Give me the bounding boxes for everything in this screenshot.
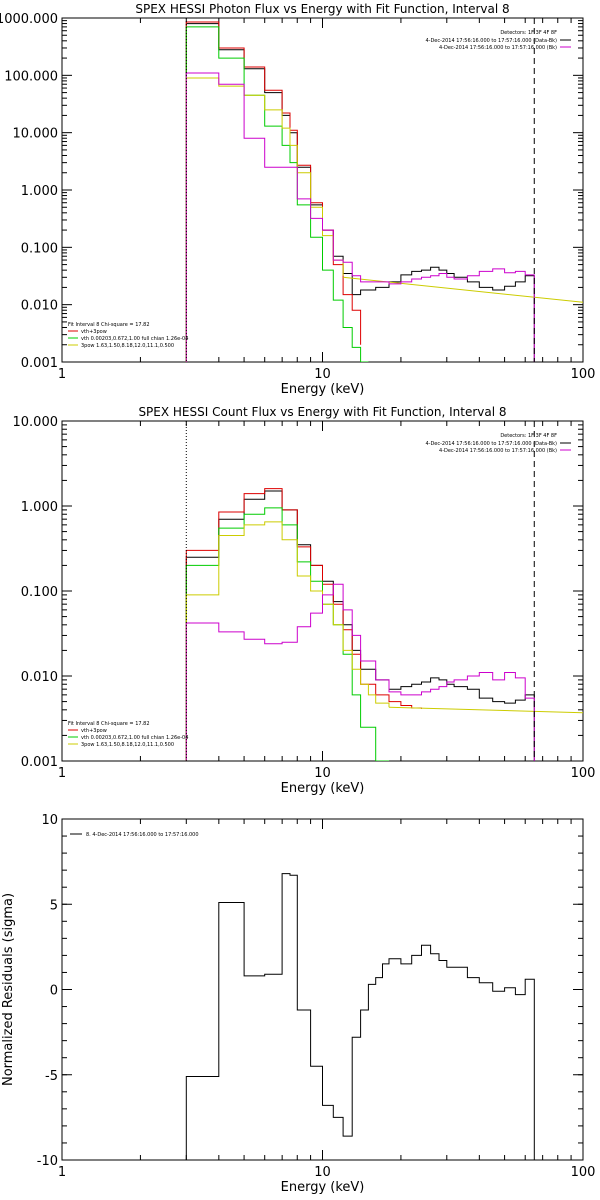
series-vth-line: [185, 26, 369, 362]
series-bk-line: [185, 72, 535, 362]
series-8-4-dec-2014-17-56-16-000-to-17-57-16-000-line: [185, 873, 535, 1160]
legend-entry-label: vth+3pow: [81, 728, 107, 734]
y-tick-label: 10: [41, 813, 58, 828]
y-tick-label: 0.001: [21, 755, 58, 770]
series-3pow-model-curve: [388, 706, 583, 714]
x-tick-label: 100: [571, 367, 596, 382]
y-tick-label: 100.000: [4, 69, 58, 84]
x-axis-label: Energy (keV): [281, 1180, 365, 1195]
y-tick-label: 0.100: [21, 241, 58, 256]
chart-panel-2: SPEX HESSI Count Flux vs Energy with Fit…: [13, 405, 596, 796]
axes-frame: [61, 17, 584, 363]
y-tick-label: 1.000: [21, 500, 58, 515]
y-tick-label: 5: [50, 898, 58, 913]
legend-entry-label: vth 0.00203,0.672,1.00 full chian 1.26e-…: [81, 336, 188, 342]
x-axis-label: Energy (keV): [281, 382, 365, 397]
chart-panel-3: 1 10 100 Energy (keV) -10 -5 0 5 10 Normalized Re…: [1, 813, 595, 1195]
plot-area: [185, 21, 583, 362]
legend-top-right: Detectors: 1F 3F 4F 8F 4-Dec-2014 17:56:1…: [425, 30, 571, 51]
y-tick-label: 1000.000: [0, 12, 58, 27]
legend-entry-label: 4-Dec-2014 17:56:16.000 to 17:57:16.000 …: [425, 441, 557, 447]
chart-title: SPEX HESSI Photon Flux vs Energy with Fi…: [135, 2, 509, 16]
legend-entry-label: 3pow 1.63,1.50,8.18,12.0,11.1,0.500: [81, 742, 174, 748]
y-tick-label: 0.001: [21, 356, 58, 371]
plot-area: [185, 488, 583, 761]
y-tick-label: -5: [45, 1069, 58, 1084]
x-tick-label: 1: [58, 766, 66, 781]
y-tick-label: 10.000: [13, 415, 59, 430]
x-tick-label: 1: [58, 1165, 66, 1180]
legend-entry-label: vth+3pow: [81, 329, 107, 335]
series-3pow-model-curve: [343, 276, 583, 303]
series-vth-3pow-line: [185, 488, 422, 761]
y-tick-label: 0: [50, 984, 58, 999]
y-tick-label: 10.000: [13, 127, 59, 142]
x-tick-label: 100: [571, 1165, 596, 1180]
y-tick-label: 0.100: [21, 585, 58, 600]
legend-title: Detectors: 1F 3F 4F 8F: [500, 30, 557, 36]
y-tick-label: -10: [37, 1154, 58, 1169]
x-tick-label: 10: [314, 1165, 331, 1180]
y-tick-label: 0.010: [21, 670, 58, 685]
legend-entry-label: 4-Dec-2014 17:56:16.000 to 17:57:16.000 …: [425, 38, 557, 44]
series-bk-line: [185, 583, 535, 761]
legend-top-left: 8. 4-Dec-2014 17:56:16.000 to 17:57:16.0…: [70, 832, 199, 838]
plot-area: [185, 873, 535, 1160]
series-3pow-fit-line: [185, 521, 390, 761]
series-3pow-fit-line: [185, 77, 344, 362]
legend-entry-label: 3pow 1.63,1.50,8.18,12.0,11.1,0.500: [81, 343, 174, 349]
x-axis-label: Energy (keV): [281, 781, 365, 796]
y-tick-label: 0.010: [21, 299, 58, 314]
series-data-bk-line: [185, 23, 535, 362]
legend-title: Fit Interval 8 Chi-square = 17.82: [68, 322, 150, 328]
legend-bottom-left: Fit Interval 8 Chi-square = 17.82vth+3po…: [68, 721, 188, 748]
legend-entry-label: 4-Dec-2014 17:56:16.000 to 17:57:16.000 …: [439, 45, 557, 51]
x-tick-label: 10: [314, 367, 331, 382]
chart-title: SPEX HESSI Count Flux vs Energy with Fit…: [138, 405, 506, 419]
legend-entry-label: vth 0.00203,0.672,1.00 full chian 1.26e-…: [81, 735, 188, 741]
x-tick-label: 100: [571, 766, 596, 781]
y-axis-label: Normalized Residuals (sigma): [1, 893, 16, 1086]
legend-bottom-left: Fit Interval 8 Chi-square = 17.82vth+3po…: [68, 322, 188, 349]
legend-title: Detectors: 1F 3F 4F 8F: [500, 433, 557, 439]
x-tick-label: 1: [58, 367, 66, 382]
series-vth-line: [185, 507, 389, 761]
legend-top-right: Detectors: 1F 3F 4F 8F 4-Dec-2014 17:56:1…: [425, 433, 571, 454]
y-tick-label: 1.000: [21, 184, 58, 199]
legend-entry-label: 8. 4-Dec-2014 17:56:16.000 to 17:57:16.0…: [86, 832, 199, 838]
chart-panel-1: SPEX HESSI Photon Flux vs Energy with Fi…: [0, 2, 595, 397]
legend-entry-label: 4-Dec-2014 17:56:16.000 to 17:57:16.000 …: [439, 448, 557, 454]
x-tick-label: 10: [314, 766, 331, 781]
legend-title: Fit Interval 8 Chi-square = 17.82: [68, 721, 150, 727]
